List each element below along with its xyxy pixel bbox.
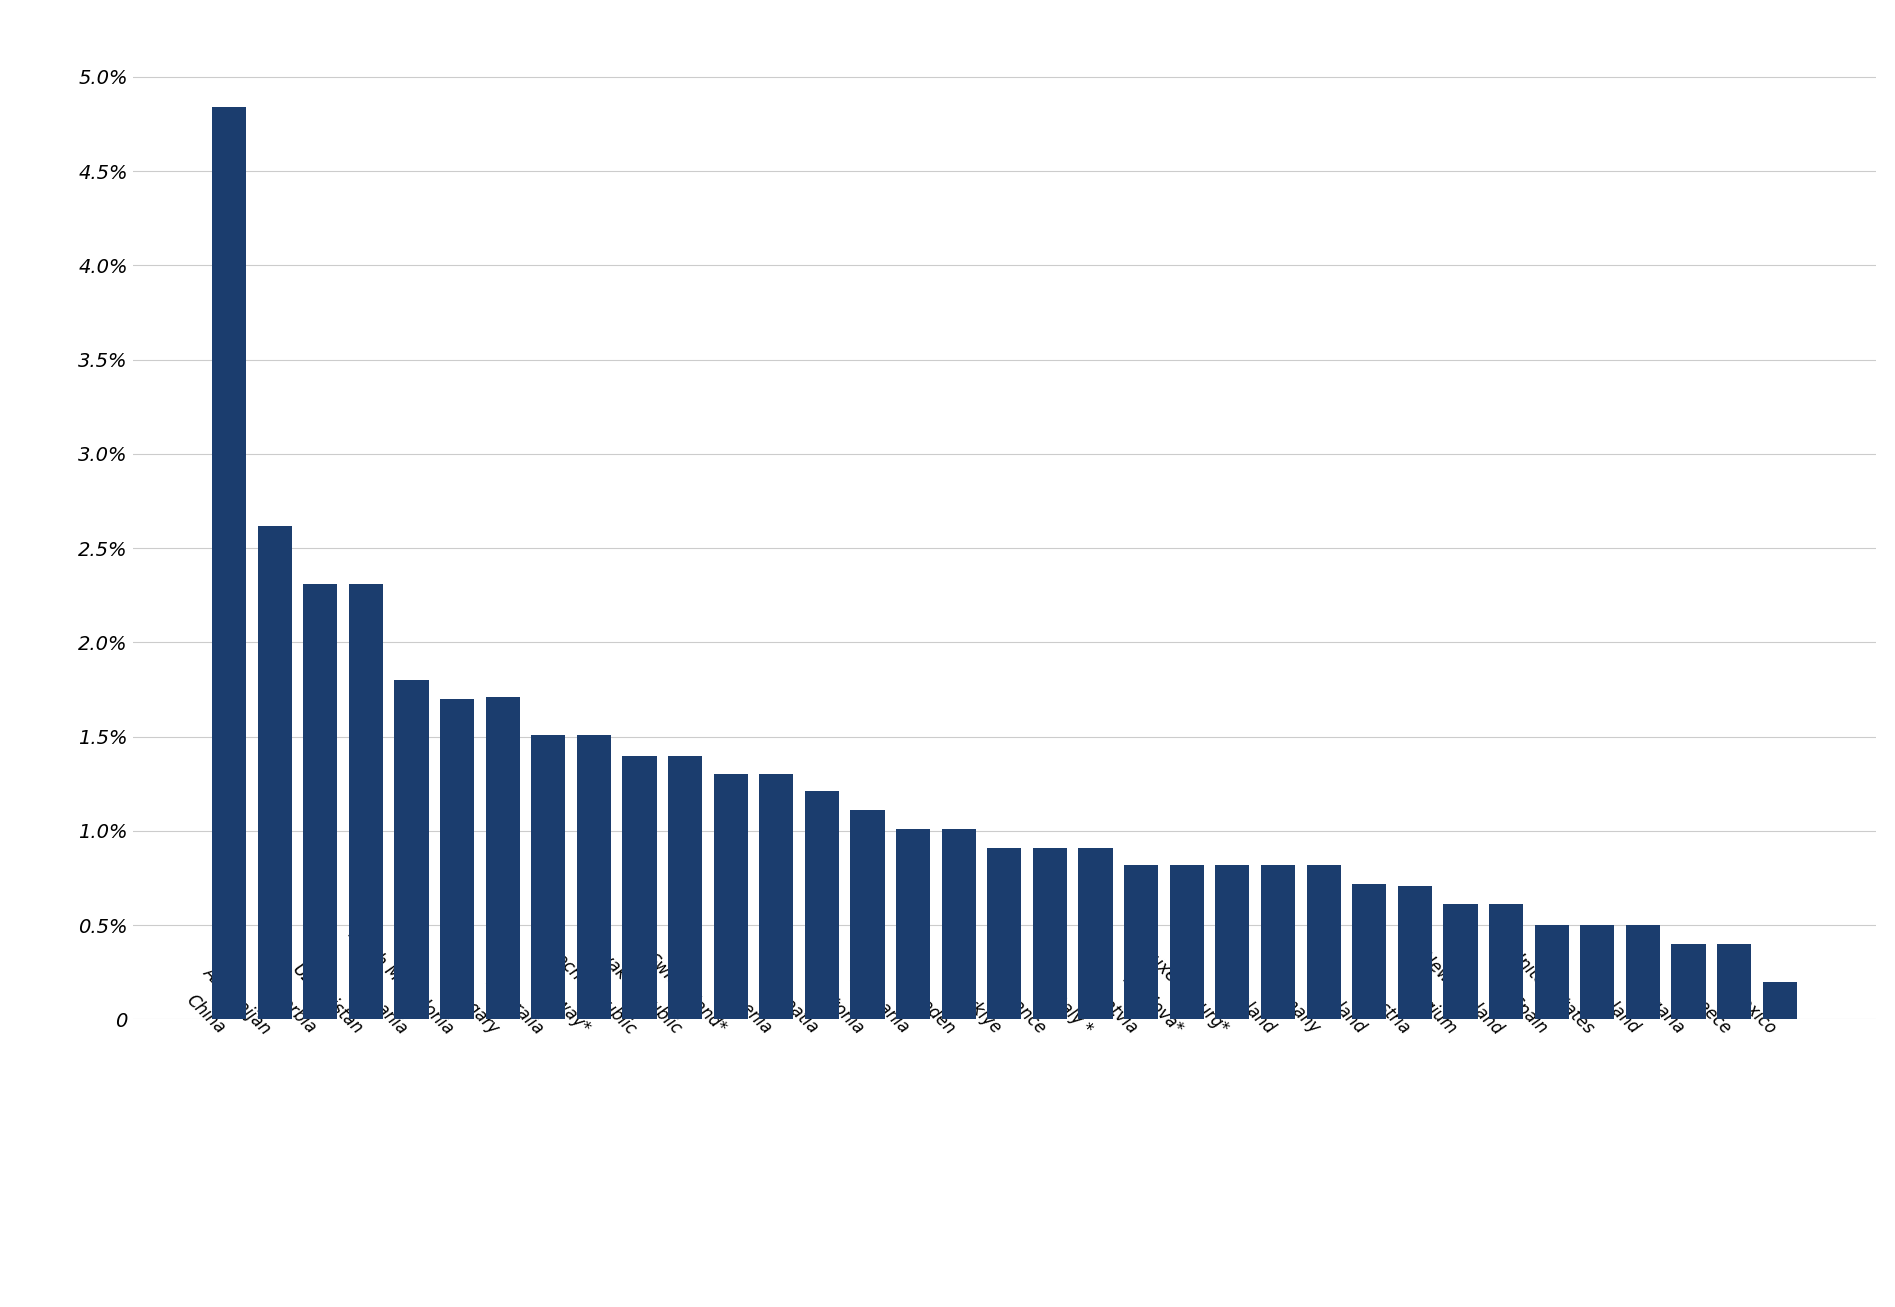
Bar [667,755,703,1019]
Bar [485,697,519,1019]
Bar [1260,865,1294,1019]
Bar [896,829,930,1019]
Bar [576,735,610,1019]
Bar [1535,925,1569,1019]
Bar [1762,982,1796,1019]
Bar [942,829,976,1019]
Bar [531,735,565,1019]
Bar [1444,904,1478,1019]
Bar [987,848,1021,1019]
Bar [303,584,337,1019]
Bar [349,584,383,1019]
Bar [1717,944,1751,1019]
Bar [212,107,246,1019]
Bar [1169,865,1203,1019]
Bar [1215,865,1249,1019]
Bar [805,791,839,1019]
Bar [851,810,885,1019]
Bar [1399,886,1433,1019]
Bar [394,680,428,1019]
Bar [1671,944,1706,1019]
Bar [1124,865,1158,1019]
Bar [1078,848,1112,1019]
Bar [622,755,656,1019]
Bar [1626,925,1660,1019]
Bar [258,525,292,1019]
Bar [714,774,749,1019]
Bar [1306,865,1342,1019]
Bar [440,699,474,1019]
Bar [1580,925,1615,1019]
Bar [1489,904,1524,1019]
Bar [1033,848,1067,1019]
Bar [1353,884,1387,1019]
Bar [760,774,794,1019]
